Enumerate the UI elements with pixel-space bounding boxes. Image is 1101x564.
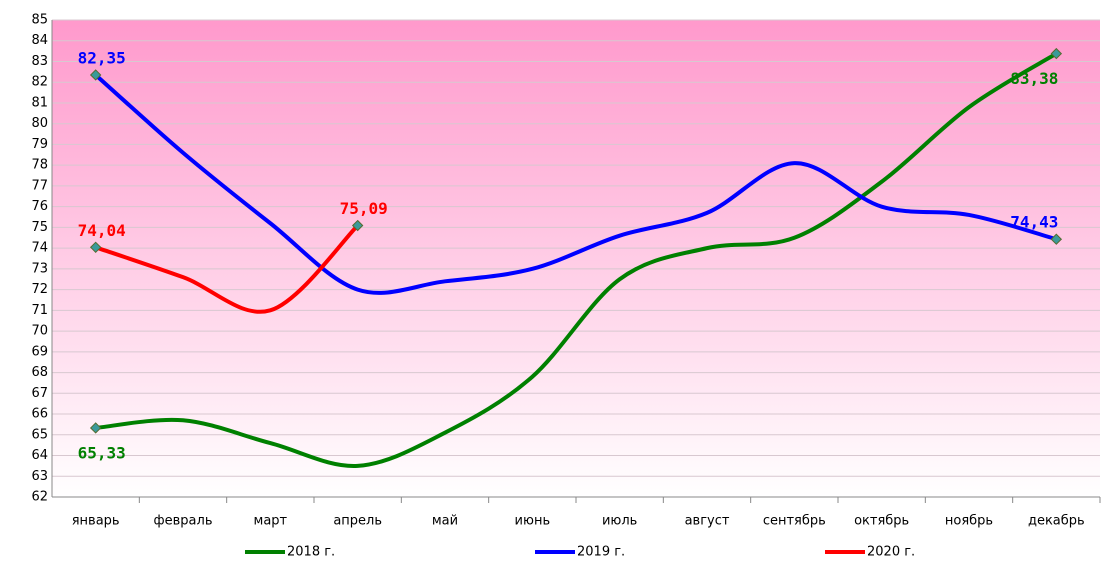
x-tick-label: сентябрь [763, 514, 826, 529]
x-tick-label: январь [72, 514, 120, 529]
y-tick-label: 74 [31, 241, 48, 256]
point-marker [1050, 233, 1063, 245]
x-tick-label: февраль [154, 514, 213, 529]
data-label: 74,04 [78, 221, 126, 240]
y-tick-label: 73 [31, 261, 48, 276]
y-tick-label: 68 [31, 365, 48, 380]
y-tick-label: 81 [31, 95, 48, 110]
x-tick-label: март [254, 514, 288, 529]
x-tick-label: октябрь [854, 514, 909, 529]
x-tick-label: июль [602, 514, 637, 529]
point-marker [89, 69, 102, 81]
x-tick-label: июнь [515, 514, 551, 529]
series-line [95, 51, 1058, 468]
y-tick-label: 72 [31, 282, 48, 297]
point-marker [89, 241, 102, 254]
legend-label: 2018 г. [287, 545, 335, 560]
y-tick-label: 85 [31, 13, 48, 28]
data-label: 83,38 [1010, 69, 1058, 88]
legend-label: 2019 г. [577, 545, 625, 560]
y-tick-label: 69 [31, 344, 48, 359]
y-tick-label: 71 [31, 303, 48, 318]
data-label: 82,35 [78, 48, 126, 67]
y-tick-label: 66 [31, 407, 48, 422]
series-line [94, 73, 1057, 295]
y-tick-label: 83 [31, 54, 48, 69]
x-tick-label: ноябрь [945, 514, 993, 529]
y-tick-label: 79 [31, 137, 48, 152]
y-tick-label: 77 [31, 178, 48, 193]
point-marker [89, 422, 102, 434]
y-tick-label: 65 [31, 427, 48, 442]
y-tick-label: 70 [31, 324, 48, 339]
y-tick-label: 84 [31, 33, 48, 48]
y-tick-label: 76 [31, 199, 48, 214]
y-tick-label: 78 [31, 158, 48, 173]
point-marker [351, 219, 364, 232]
data-label: 65,33 [78, 443, 126, 462]
data-label: 75,09 [340, 199, 388, 218]
y-tick-label: 80 [31, 116, 48, 131]
data-label: 74,43 [1010, 213, 1058, 232]
point-marker [1050, 47, 1063, 60]
y-tick-label: 63 [31, 469, 48, 484]
series-line [95, 224, 360, 314]
y-tick-label: 75 [31, 220, 48, 235]
x-tick-label: август [685, 514, 730, 529]
y-tick-label: 62 [31, 490, 48, 505]
y-tick-label: 64 [31, 448, 48, 463]
y-tick-label: 67 [31, 386, 48, 401]
y-tick-label: 82 [31, 75, 48, 90]
x-tick-label: декабрь [1028, 514, 1085, 529]
legend-label: 2020 г. [867, 545, 915, 560]
plot-area [52, 20, 1100, 497]
x-tick-label: апрель [333, 514, 382, 529]
x-tick-label: май [432, 514, 458, 529]
